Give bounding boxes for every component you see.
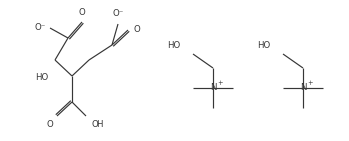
Text: O: O bbox=[133, 26, 140, 35]
Text: O: O bbox=[92, 120, 99, 129]
Text: O⁻: O⁻ bbox=[112, 9, 124, 18]
Text: +: + bbox=[307, 80, 312, 86]
Text: N: N bbox=[210, 83, 216, 92]
Text: HO: HO bbox=[35, 73, 48, 82]
Text: HO: HO bbox=[167, 40, 180, 49]
Text: HO: HO bbox=[257, 40, 270, 49]
Text: N: N bbox=[300, 83, 306, 92]
Text: O: O bbox=[79, 8, 86, 17]
Text: H: H bbox=[96, 120, 103, 129]
Text: O: O bbox=[46, 120, 53, 129]
Text: O⁻: O⁻ bbox=[35, 24, 46, 32]
Text: +: + bbox=[217, 80, 223, 86]
